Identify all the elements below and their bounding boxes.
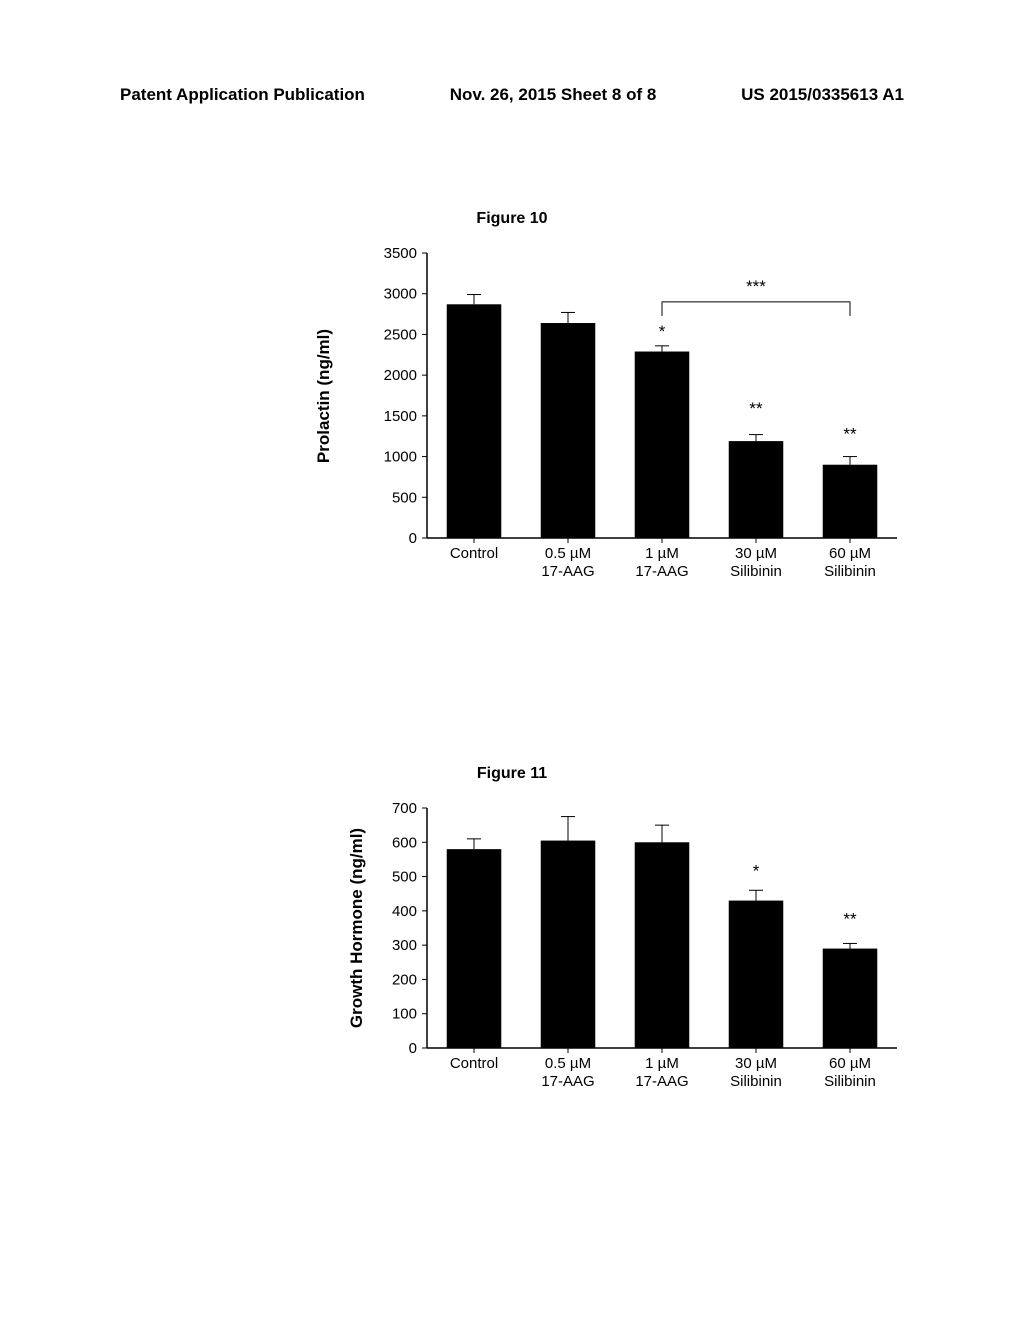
category-label: Control — [450, 545, 498, 562]
y-tick-label: 500 — [392, 489, 417, 506]
category-label: 30 µM — [735, 1055, 777, 1072]
y-tick-label: 2500 — [384, 326, 417, 343]
y-tick-label: 1500 — [384, 408, 417, 425]
figure-title: Figure 10 — [0, 210, 1024, 228]
header-center: Nov. 26, 2015 Sheet 8 of 8 — [450, 85, 657, 105]
bar — [447, 304, 502, 538]
y-tick-label: 0 — [409, 530, 417, 547]
bar — [729, 441, 784, 538]
bar — [541, 323, 596, 538]
bar-chart: 0 500 1000 1500 2000 2500 3000 3500 Control 0.5 µ… — [367, 243, 907, 593]
header-left: Patent Application Publication — [120, 85, 365, 105]
figure-10: Figure 10 Prolactin (ng/ml) 0 500 1000 1500 20… — [0, 210, 1024, 593]
page-header: Patent Application Publication Nov. 26, … — [120, 85, 904, 105]
bar — [541, 841, 596, 1048]
bar — [823, 949, 878, 1048]
bar — [635, 352, 690, 538]
y-tick-label: 300 — [392, 937, 417, 954]
category-label: 17-AAG — [635, 1073, 688, 1090]
category-label: 1 µM — [645, 1055, 679, 1072]
y-tick-label: 2000 — [384, 367, 417, 384]
category-label: 1 µM — [645, 545, 679, 562]
significance-marker: *** — [746, 277, 766, 296]
category-label: 0.5 µM — [545, 1055, 591, 1072]
significance-marker: * — [659, 322, 666, 341]
bar-chart: 0100200300400500600700Control0.5 µM17-AA… — [367, 798, 907, 1103]
y-tick-label: 100 — [392, 1006, 417, 1023]
bar — [729, 901, 784, 1048]
category-label: Silibinin — [824, 563, 876, 580]
category-label: 0.5 µM — [545, 545, 591, 562]
bar — [635, 842, 690, 1048]
significance-marker: ** — [843, 424, 857, 443]
y-tick-label: 600 — [392, 834, 417, 851]
category-label: 17-AAG — [541, 563, 594, 580]
significance-marker: ** — [843, 910, 857, 929]
category-label: Silibinin — [824, 1073, 876, 1090]
category-label: 17-AAG — [541, 1073, 594, 1090]
y-axis-label: Growth Hormone (ng/ml) — [347, 828, 367, 1028]
y-tick-label: 400 — [392, 903, 417, 920]
category-label: Silibinin — [730, 563, 782, 580]
y-axis-label: Prolactin (ng/ml) — [314, 328, 334, 462]
y-tick-label: 200 — [392, 971, 417, 988]
bar — [447, 849, 502, 1048]
y-tick-label: 0 — [409, 1040, 417, 1057]
bar — [823, 465, 878, 538]
y-tick-label: 3500 — [384, 245, 417, 262]
y-tick-label: 500 — [392, 869, 417, 886]
figure-title: Figure 11 — [0, 765, 1024, 783]
significance-marker: ** — [749, 399, 763, 418]
y-tick-label: 700 — [392, 800, 417, 817]
significance-marker: * — [753, 862, 760, 881]
category-label: Control — [450, 1055, 498, 1072]
category-label: 30 µM — [735, 545, 777, 562]
category-label: Silibinin — [730, 1073, 782, 1090]
category-label: 17-AAG — [635, 563, 688, 580]
y-tick-label: 3000 — [384, 286, 417, 303]
significance-bracket — [662, 302, 850, 316]
header-right: US 2015/0335613 A1 — [741, 85, 904, 105]
y-tick-label: 1000 — [384, 449, 417, 466]
category-label: 60 µM — [829, 1055, 871, 1072]
category-label: 60 µM — [829, 545, 871, 562]
figure-11: Figure 11 Growth Hormone (ng/ml) 0 100 200 30… — [0, 765, 1024, 1103]
